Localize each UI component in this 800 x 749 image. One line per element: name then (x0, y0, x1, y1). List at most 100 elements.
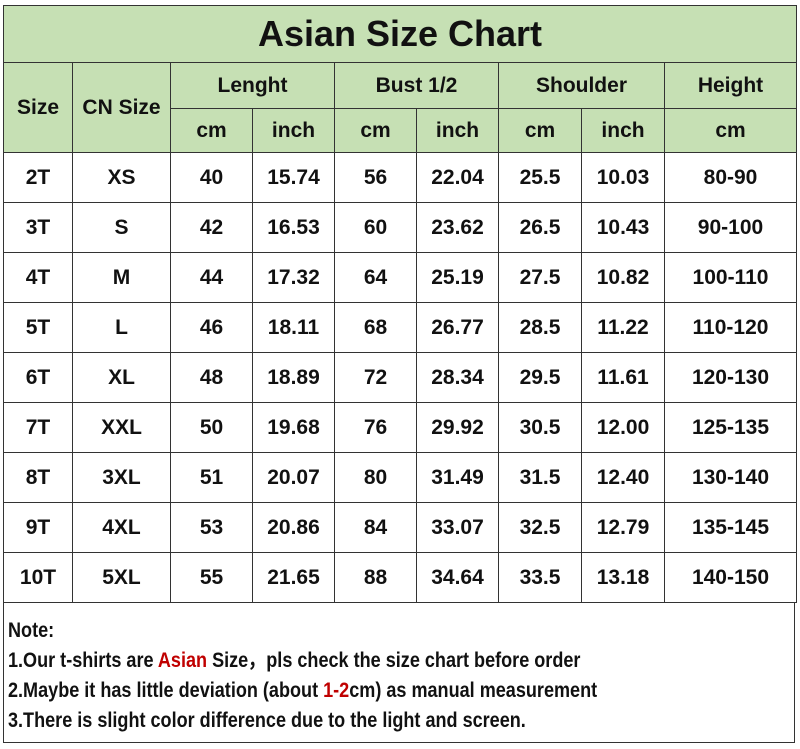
header-height: Height (664, 62, 797, 109)
table-cell: 6T (3, 352, 73, 403)
table-cell: 26.77 (416, 302, 499, 353)
note-line-1: 1.Our t-shirts are Asian Size，pls check … (8, 646, 684, 676)
table-cell: 53 (170, 502, 253, 553)
table-cell: 21.65 (252, 552, 335, 603)
table-row: 4T M 44 17.32 64 25.19 27.5 10.82 100-110 (3, 252, 797, 303)
table-cell: 110-120 (664, 302, 797, 353)
table-cell: 135-145 (664, 502, 797, 553)
table-cell: 2T (3, 152, 73, 203)
unit-cm: cm (334, 108, 417, 153)
unit-cm: cm (498, 108, 582, 153)
table-cell: 55 (170, 552, 253, 603)
table-cell: 19.68 (252, 402, 335, 453)
table-cell: 7T (3, 402, 73, 453)
table-cell: 10.03 (581, 152, 665, 203)
table-cell: 15.74 (252, 152, 335, 203)
table-cell: 30.5 (498, 402, 582, 453)
table-cell: 88 (334, 552, 417, 603)
table-cell: 4XL (72, 502, 171, 553)
table-cell: 26.5 (498, 202, 582, 253)
table-cell: 64 (334, 252, 417, 303)
table-cell: 18.89 (252, 352, 335, 403)
note-heading: Note: (8, 619, 55, 642)
unit-cm: cm (664, 108, 797, 153)
table-cell: 11.22 (581, 302, 665, 353)
table-row: 8T 3XL 51 20.07 80 31.49 31.5 12.40 130-140 (3, 452, 797, 503)
note-highlight: Asian (157, 649, 208, 672)
table-cell: 76 (334, 402, 417, 453)
table-cell: 4T (3, 252, 73, 303)
table-cell: 3XL (72, 452, 171, 503)
table-cell: M (72, 252, 171, 303)
note-line-3: 3.There is slight color difference due t… (8, 709, 526, 732)
note-line-2: 2.Maybe it has little deviation (about 1… (8, 676, 684, 706)
table-cell: 27.5 (498, 252, 582, 303)
table-cell: 16.53 (252, 202, 335, 253)
table-cell: 17.32 (252, 252, 335, 303)
note-text: cm) as manual measurement (349, 679, 598, 702)
table-cell: 12.40 (581, 452, 665, 503)
table-cell: 12.00 (581, 402, 665, 453)
table-row: 10T 5XL 55 21.65 88 34.64 33.5 13.18 140-150 (3, 552, 797, 603)
table-cell: 25.5 (498, 152, 582, 203)
table-cell: 44 (170, 252, 253, 303)
table-row: 3T S 42 16.53 60 23.62 26.5 10.43 90-100 (3, 202, 797, 253)
table-cell: 29.5 (498, 352, 582, 403)
table-cell: L (72, 302, 171, 353)
table-cell: 34.64 (416, 552, 499, 603)
table-cell: 18.11 (252, 302, 335, 353)
table-cell: 84 (334, 502, 417, 553)
table-cell: 23.62 (416, 202, 499, 253)
table-cell: 3T (3, 202, 73, 253)
table-cell: 42 (170, 202, 253, 253)
table-cell: 25.19 (416, 252, 499, 303)
table-cell: 60 (334, 202, 417, 253)
table-cell: 12.79 (581, 502, 665, 553)
header-cn-size: CN Size (72, 62, 171, 153)
header-length: Lenght (170, 62, 335, 109)
table-cell: 140-150 (664, 552, 797, 603)
table-cell: 13.18 (581, 552, 665, 603)
unit-inch: inch (252, 108, 335, 153)
table-cell: 32.5 (498, 502, 582, 553)
table-cell: 20.86 (252, 502, 335, 553)
unit-inch: inch (581, 108, 665, 153)
table-cell: 33.07 (416, 502, 499, 553)
table-cell: 80 (334, 452, 417, 503)
table-cell: 5XL (72, 552, 171, 603)
table-cell: 100-110 (664, 252, 797, 303)
table-cell: 8T (3, 452, 73, 503)
table-cell: 90-100 (664, 202, 797, 253)
table-cell: 50 (170, 402, 253, 453)
table-cell: 28.5 (498, 302, 582, 353)
table-cell: 10.82 (581, 252, 665, 303)
table-cell: 11.61 (581, 352, 665, 403)
table-row: 2T XS 40 15.74 56 22.04 25.5 10.03 80-90 (3, 152, 797, 203)
chart-title: Asian Size Chart (3, 5, 797, 63)
unit-cm: cm (170, 108, 253, 153)
note-highlight: 1-2 (323, 679, 350, 702)
table-row: 5T L 46 18.11 68 26.77 28.5 11.22 110-120 (3, 302, 797, 353)
size-chart-table: Asian Size Chart Size CN Size Lenght Bus… (3, 5, 797, 603)
table-cell: 31.5 (498, 452, 582, 503)
table-cell: 56 (334, 152, 417, 203)
note-text: 1.Our t-shirts are (8, 649, 158, 672)
note-text: Size，pls check the size chart before ord… (207, 649, 581, 672)
table-cell: XL (72, 352, 171, 403)
table-cell: XXL (72, 402, 171, 453)
table-cell: 28.34 (416, 352, 499, 403)
table-cell: S (72, 202, 171, 253)
table-cell: 29.92 (416, 402, 499, 453)
table-cell: 40 (170, 152, 253, 203)
header-bust: Bust 1/2 (334, 62, 499, 109)
table-row: 7T XXL 50 19.68 76 29.92 30.5 12.00 125-135 (3, 402, 797, 453)
table-cell: 72 (334, 352, 417, 403)
table-cell: 120-130 (664, 352, 797, 403)
table-cell: 51 (170, 452, 253, 503)
header-size: Size (3, 62, 73, 153)
table-cell: 125-135 (664, 402, 797, 453)
table-cell: 20.07 (252, 452, 335, 503)
note-box: Note: 1.Our t-shirts are Asian Size，pls … (3, 602, 795, 743)
table-cell: XS (72, 152, 171, 203)
table-cell: 9T (3, 502, 73, 553)
